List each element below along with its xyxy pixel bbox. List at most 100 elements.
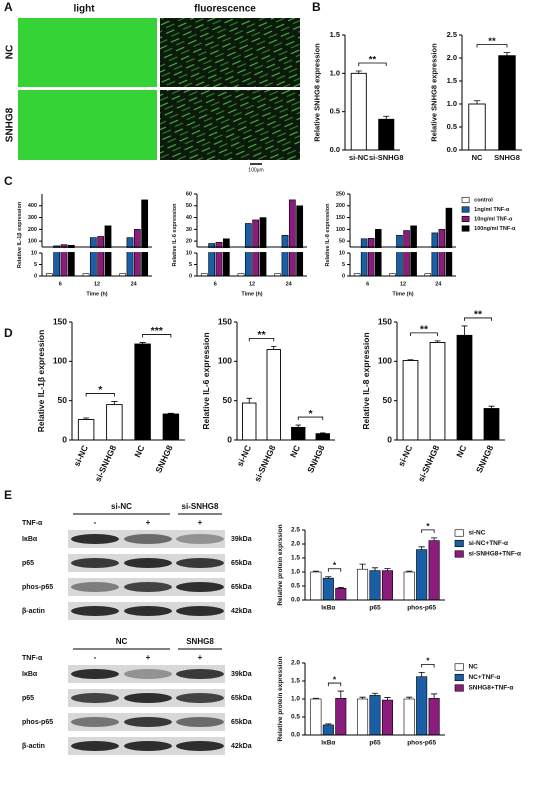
x-tick-label: si-NC	[72, 444, 90, 468]
y-axis-label: Relative IL-8 expression	[361, 332, 371, 429]
y-tick-label: 10	[339, 250, 345, 256]
x-tick-label: p65	[369, 740, 381, 747]
x-tick-label: si-NC	[396, 444, 414, 468]
bar	[381, 570, 393, 601]
y-tick-label: 1.5	[291, 678, 300, 685]
error-bar	[337, 690, 344, 699]
significance-bracket	[410, 332, 438, 336]
y-tick-label: 30	[186, 227, 192, 233]
y-tick-label: 0	[62, 434, 67, 444]
y-tick-label: 50	[339, 239, 345, 245]
legend-label: SNHG8+TNF-α	[468, 685, 513, 692]
panel-label: A	[4, 0, 13, 14]
y-axis-label: Relative protein exprssion	[277, 524, 284, 605]
bar	[456, 334, 473, 441]
x-tick-label: si-SNHG8	[369, 153, 404, 162]
blot-band	[71, 717, 119, 727]
bar	[89, 237, 97, 277]
bar	[357, 698, 369, 736]
y-tick-label: 200	[28, 227, 37, 233]
light-image	[18, 90, 157, 160]
significance-bracket	[327, 682, 342, 687]
blot-band	[176, 582, 224, 592]
group-label: SNHG8	[186, 637, 214, 646]
y-tick-label: 5	[189, 262, 192, 268]
bar	[315, 433, 330, 441]
y-tick-label: 2.0	[291, 660, 300, 667]
y-tick-label: 100	[28, 239, 37, 245]
significance-bracket	[358, 62, 387, 67]
legend-swatch	[461, 215, 470, 223]
panel-label: E	[4, 488, 12, 502]
blot-band	[71, 741, 119, 751]
significance-label: **	[257, 329, 266, 341]
lane-sign: -	[94, 653, 97, 662]
y-tick-label: 10	[186, 250, 192, 256]
legend-swatch	[454, 529, 464, 537]
y-tick-label: 0.5	[330, 107, 340, 116]
y-axis-label: Relative IL-8 expression	[325, 203, 331, 267]
y-axis-label: Relative IL-1β expression	[17, 201, 23, 268]
x-tick-label: si-NC	[349, 153, 369, 162]
size-label: 42kDa	[231, 743, 252, 750]
significance-bracket	[421, 529, 435, 533]
bar	[369, 570, 381, 601]
row-label: NC	[5, 45, 16, 59]
bar	[133, 229, 141, 277]
error-bar	[383, 115, 390, 120]
error-bar	[431, 693, 438, 699]
error-bar	[139, 342, 146, 345]
bar	[335, 697, 347, 736]
error-bar	[503, 52, 511, 56]
y-tick-label: 5	[342, 262, 345, 268]
y-axis-label: Relative IL-6 expression	[172, 203, 178, 267]
significance-label: *	[426, 521, 430, 531]
error-bar	[111, 401, 118, 405]
bar	[310, 698, 322, 736]
y-tick-label: 40	[186, 215, 192, 221]
blot-band	[124, 693, 172, 703]
x-axis-label: Time (h)	[241, 291, 262, 297]
error-bar	[371, 692, 379, 696]
y-tick-label: 10	[31, 250, 37, 256]
bar	[402, 360, 419, 441]
bar	[403, 571, 415, 601]
legend-swatch	[454, 684, 464, 692]
size-label: 39kDa	[231, 536, 252, 543]
legend-label: si-NC	[468, 530, 485, 537]
blot-band	[176, 669, 224, 679]
fluorescence-image	[160, 18, 300, 87]
x-tick-label: phos-p65	[407, 740, 436, 747]
blot-band	[124, 717, 172, 727]
error-bar	[246, 397, 252, 404]
error-bar	[337, 587, 344, 589]
y-tick-label: 150	[218, 316, 232, 326]
y-tick-label: 150	[53, 316, 67, 326]
bar	[431, 232, 439, 277]
x-tick-label: 24	[435, 281, 442, 287]
bar	[291, 426, 306, 441]
bar	[350, 72, 367, 151]
y-tick-label: 1.0	[291, 569, 300, 576]
legend-label: NC+TNF-α	[468, 674, 500, 681]
blot-band	[176, 693, 224, 703]
lane-sign: +	[146, 518, 151, 527]
y-axis-label: Relative IL-1β expression	[36, 330, 46, 433]
bar	[428, 697, 440, 736]
blot-band	[176, 606, 224, 616]
protein-label: p65	[22, 560, 34, 567]
error-bar	[359, 696, 366, 699]
y-axis-label: Relative SNHG8 expression	[429, 43, 438, 142]
y-tick-label: 200	[336, 203, 345, 209]
blot-band	[124, 669, 172, 679]
error-bar	[167, 412, 174, 415]
axis-break	[41, 248, 153, 253]
bar	[416, 676, 428, 736]
legend-swatch	[454, 663, 464, 671]
legend-swatch	[461, 225, 470, 232]
x-tick-label: si-NC	[235, 444, 253, 468]
bar	[403, 698, 415, 736]
y-tick-label: 0.5	[447, 122, 457, 131]
y-tick-label: 300	[28, 215, 37, 221]
lane-sign: -	[94, 518, 97, 527]
